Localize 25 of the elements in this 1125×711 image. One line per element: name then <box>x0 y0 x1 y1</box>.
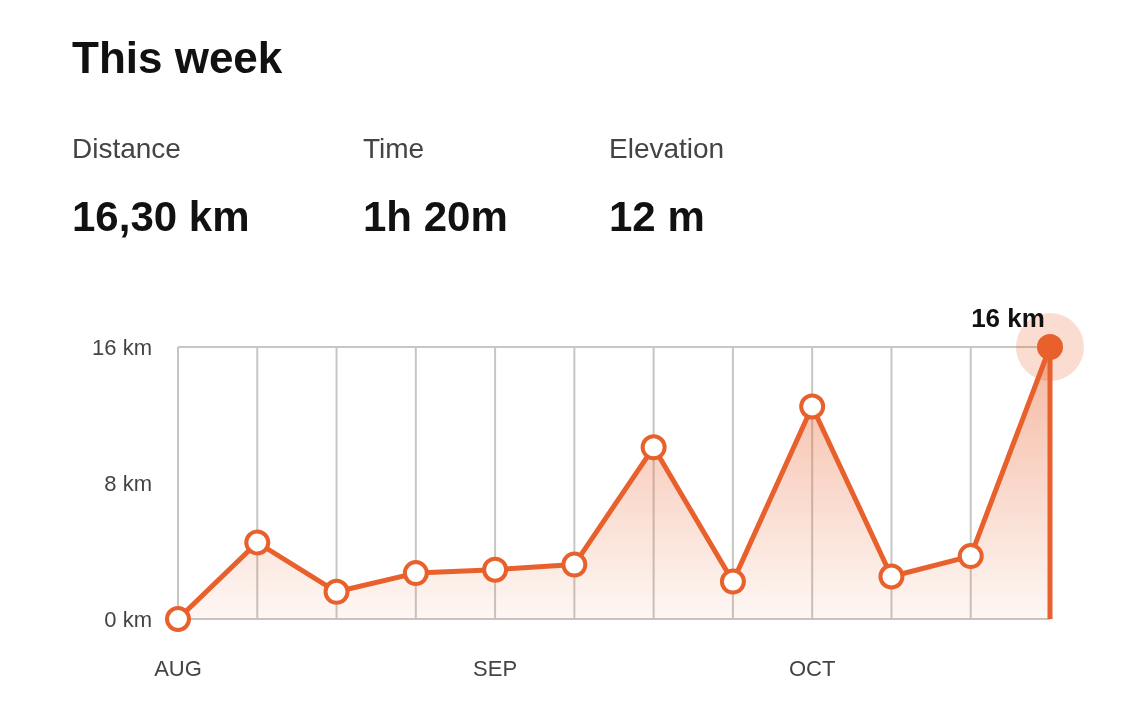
point <box>640 434 667 461</box>
point <box>165 606 191 632</box>
x-tick-label: SEP <box>473 656 518 681</box>
x-tick-label: OCT <box>788 656 836 681</box>
point <box>323 578 350 605</box>
text: 12 m <box>609 193 705 240</box>
point <box>482 556 509 583</box>
y-tick-label: 16 km <box>92 334 152 360</box>
point <box>799 393 826 420</box>
text: Time <box>363 133 425 164</box>
data-label: 16 km <box>971 303 1045 333</box>
point <box>878 563 905 590</box>
x-tick-label: AUG <box>154 656 202 681</box>
text: Elevation <box>609 133 725 164</box>
text: 1h 20m <box>363 193 508 240</box>
point <box>402 560 429 587</box>
text: Distance <box>72 133 181 164</box>
point <box>561 551 588 578</box>
y-tick-label: 0 km <box>104 606 152 632</box>
text: 16,30 km <box>72 193 250 240</box>
point <box>244 529 271 556</box>
y-tick-label: 8 km <box>104 470 152 496</box>
point <box>957 543 984 570</box>
chart-title: This week <box>72 33 283 82</box>
point <box>719 568 746 595</box>
